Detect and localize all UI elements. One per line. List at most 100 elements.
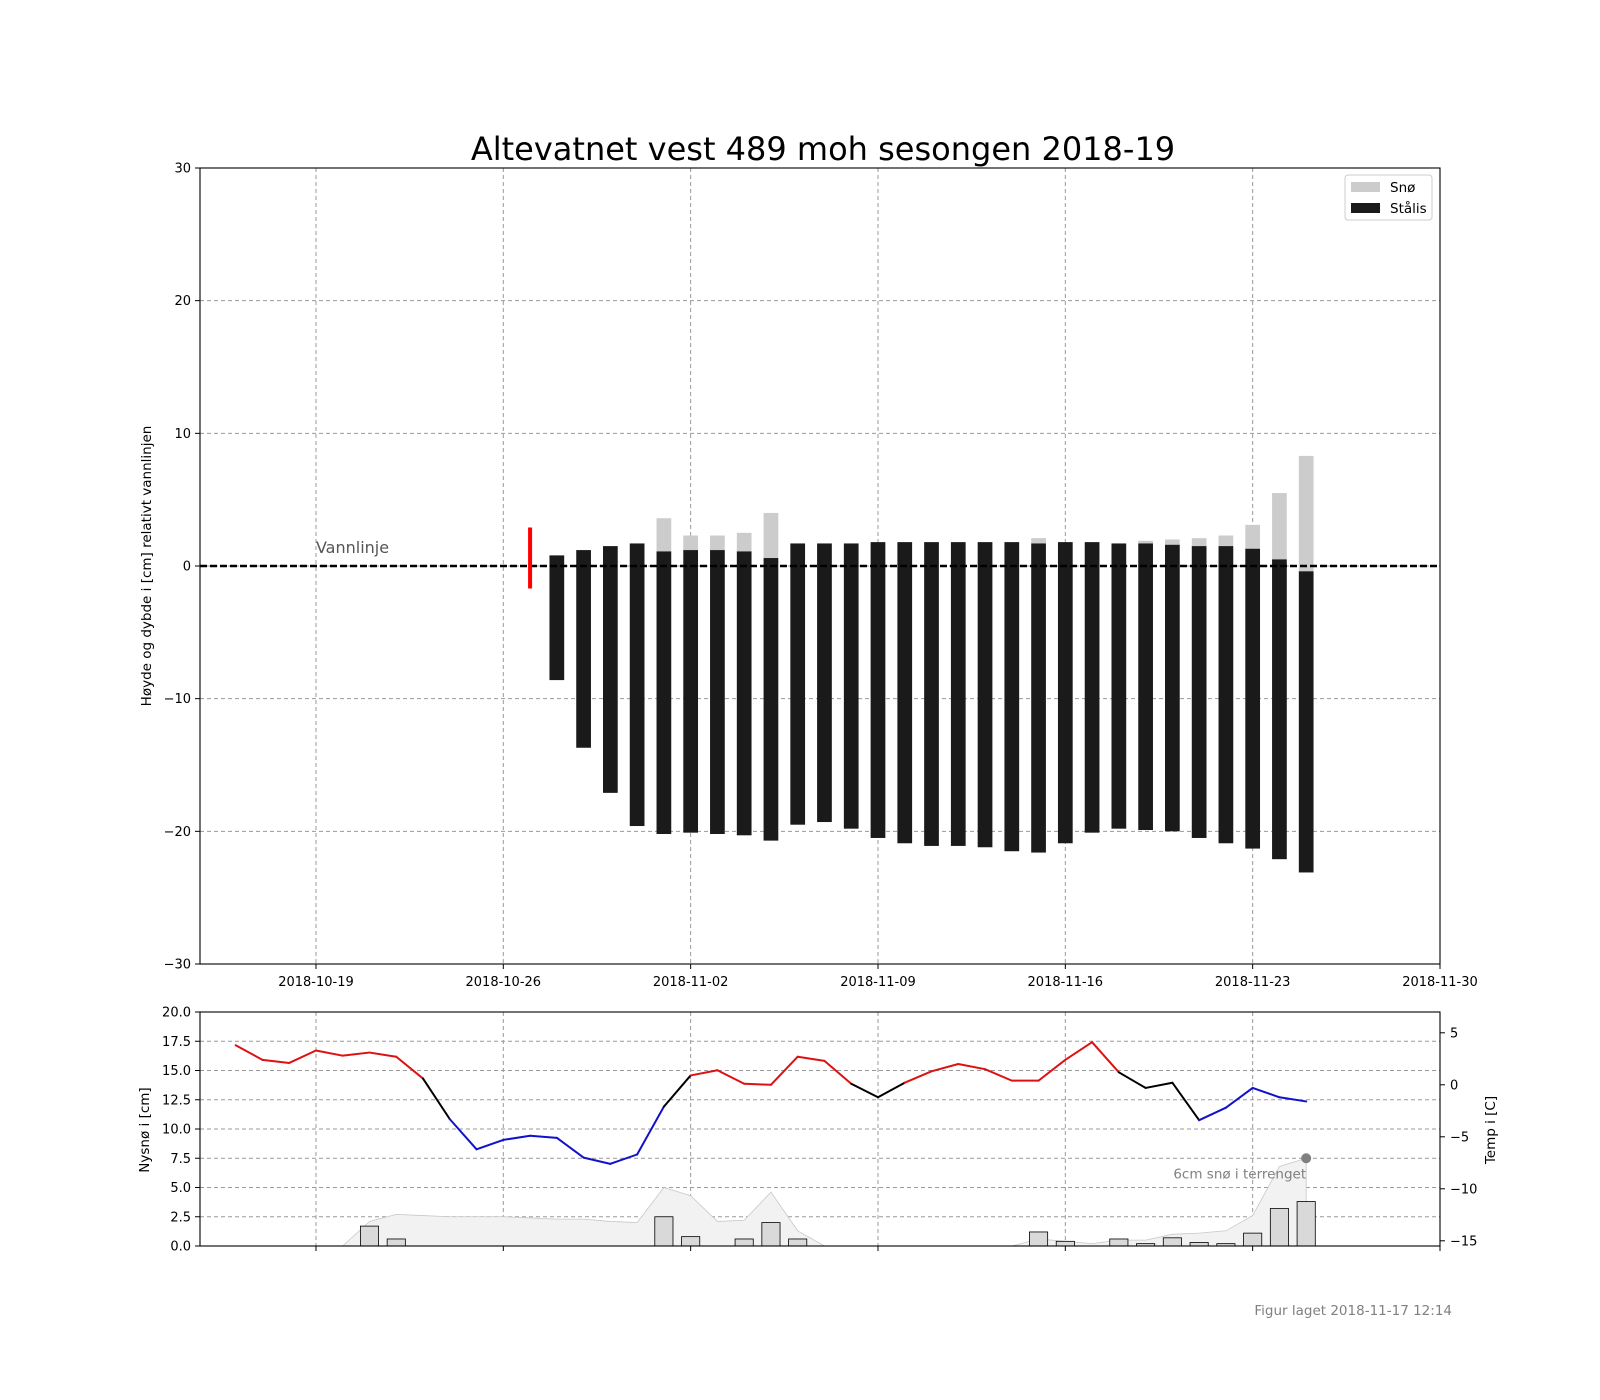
temp-segment-6 bbox=[395, 1055, 425, 1080]
snow-bar-4 bbox=[656, 518, 672, 552]
ice-bar-8 bbox=[763, 558, 779, 841]
temp-segment-10 bbox=[502, 1134, 532, 1141]
temp-segment-7 bbox=[422, 1077, 451, 1121]
ice-bar-18 bbox=[1031, 543, 1046, 853]
ice-bar-7 bbox=[736, 551, 752, 836]
bottom-y-ticks-right: −15 −10 −5 0 5 bbox=[1440, 1026, 1477, 1249]
temp-segment-14 bbox=[609, 1153, 639, 1165]
bottom-x-ticks bbox=[315, 1246, 1441, 1251]
temp-segment-1 bbox=[261, 1058, 291, 1064]
temp-segment-18 bbox=[716, 1069, 746, 1085]
bottom-ytick-right-label-0: −15 bbox=[1450, 1234, 1477, 1249]
snow-bar-25 bbox=[1218, 535, 1234, 547]
snow-annotation-label: 6cm snø i terrenget bbox=[1173, 1166, 1306, 1182]
temp-segment-31 bbox=[1064, 1041, 1094, 1061]
snow-annotation: 6cm snø i terrenget bbox=[1173, 1153, 1312, 1182]
temp-segment-13 bbox=[582, 1156, 612, 1165]
ice-bar-6 bbox=[710, 550, 725, 834]
ice-bar-5 bbox=[683, 550, 699, 833]
new-snow-bars bbox=[359, 1201, 1316, 1247]
top-ytick-label-0: −30 bbox=[164, 958, 191, 973]
legend-swatch-snow bbox=[1351, 182, 1380, 192]
weather-chart: 6cm snø i terrenget 0.0 2.5 5.0 7.5 10.0 12.5… bbox=[137, 1006, 1499, 1255]
snow-bar-23 bbox=[1165, 539, 1180, 545]
bottom-gridlines bbox=[200, 1012, 1441, 1246]
chart-title: Altevatnet vest 489 moh sesongen 2018-19 bbox=[471, 130, 1175, 168]
bottom-ytick-label-4: 10.0 bbox=[162, 1123, 191, 1138]
temp-segment-15 bbox=[636, 1105, 665, 1156]
ice-bar-19 bbox=[1057, 542, 1073, 844]
temp-segment-28 bbox=[984, 1068, 1013, 1082]
top-xtick-label-1: 2018-10-26 bbox=[466, 975, 542, 990]
bottom-ytick-right-label-2: −5 bbox=[1450, 1130, 1469, 1145]
temp-segment-25 bbox=[903, 1070, 933, 1084]
new-snow-bar-15 bbox=[1269, 1208, 1289, 1247]
top-y-axis-label: Høyde og dybde i [cm] relativt vannlinje… bbox=[139, 426, 155, 707]
bottom-ytick-right-label-1: −10 bbox=[1450, 1182, 1477, 1197]
bottom-ytick-label-5: 12.5 bbox=[162, 1093, 191, 1108]
top-xtick-label-3: 2018-11-09 bbox=[840, 975, 916, 990]
temp-segment-3 bbox=[314, 1049, 344, 1057]
snow-depth-area bbox=[341, 1157, 1307, 1247]
top-xtick-label-0: 2018-10-19 bbox=[278, 975, 354, 990]
figure-footer: Figur laget 2018-11-17 12:14 bbox=[1254, 1303, 1452, 1319]
temp-segment-24 bbox=[876, 1081, 906, 1099]
top-ytick-label-5: 20 bbox=[174, 294, 191, 309]
temp-segment-20 bbox=[769, 1055, 799, 1086]
top-xtick-label-2: 2018-11-02 bbox=[653, 975, 729, 990]
legend: Snø Stålis bbox=[1344, 174, 1433, 221]
top-xtick-label-6: 2018-11-30 bbox=[1402, 975, 1478, 990]
new-snow-bar-9 bbox=[1109, 1238, 1129, 1247]
ice-bar-15 bbox=[950, 542, 966, 846]
new-snow-bar-7 bbox=[1029, 1231, 1049, 1247]
new-snow-bar-2 bbox=[654, 1216, 674, 1247]
temp-segment-12 bbox=[555, 1136, 585, 1159]
new-snow-bar-1 bbox=[386, 1238, 406, 1247]
bottom-y-axis-label: Nysnø i [cm] bbox=[137, 1087, 153, 1172]
waterline-label: Vannlinje bbox=[316, 538, 389, 557]
temp-segment-8 bbox=[448, 1118, 478, 1151]
top-xtick-label-4: 2018-11-16 bbox=[1028, 975, 1104, 990]
snow-bar-18 bbox=[1031, 538, 1046, 544]
snow-bar-5 bbox=[683, 535, 699, 551]
snow-bar-28 bbox=[1298, 455, 1314, 572]
temp-segment-23 bbox=[850, 1082, 879, 1099]
snow-depth-path bbox=[341, 1157, 1307, 1247]
temp-segment-30 bbox=[1037, 1058, 1067, 1082]
ice-bar-27 bbox=[1272, 559, 1287, 860]
bottom-ytick-label-3: 7.5 bbox=[170, 1152, 191, 1167]
snow-annotation-dot bbox=[1301, 1153, 1312, 1164]
bottom-ytick-label-1: 2.5 bbox=[170, 1210, 191, 1225]
temp-segment-2 bbox=[288, 1049, 317, 1064]
top-ytick-label-3: 0 bbox=[183, 560, 191, 575]
temp-segment-11 bbox=[529, 1134, 558, 1139]
bottom-ytick-label-7: 17.5 bbox=[162, 1035, 191, 1050]
top-ytick-label-1: −20 bbox=[164, 825, 191, 840]
temp-segment-32 bbox=[1091, 1041, 1120, 1074]
legend-label-ice: Stålis bbox=[1390, 200, 1427, 217]
temp-segment-0 bbox=[234, 1044, 264, 1061]
ice-bar-28 bbox=[1298, 571, 1314, 873]
new-snow-bar-4 bbox=[734, 1238, 754, 1247]
new-snow-bar-3 bbox=[681, 1236, 701, 1247]
ice-bar-9 bbox=[790, 543, 806, 825]
ice-bar-17 bbox=[1004, 542, 1020, 852]
snow-bar-24 bbox=[1191, 538, 1207, 547]
ice-bar-1 bbox=[576, 550, 591, 748]
ice-snow-bars bbox=[549, 455, 1314, 873]
bottom-ytick-label-6: 15.0 bbox=[162, 1064, 191, 1079]
snow-bar-27 bbox=[1272, 493, 1287, 560]
top-ytick-label-4: 10 bbox=[174, 427, 191, 442]
temp-segment-19 bbox=[743, 1082, 772, 1086]
bottom-ytick-right-label-4: 5 bbox=[1450, 1026, 1458, 1041]
snow-bar-8 bbox=[763, 512, 779, 559]
temp-segment-9 bbox=[475, 1138, 505, 1151]
temp-segment-35 bbox=[1171, 1081, 1201, 1122]
ice-bar-24 bbox=[1191, 546, 1207, 838]
ice-bar-20 bbox=[1084, 542, 1100, 833]
new-snow-bar-8 bbox=[1055, 1240, 1075, 1247]
snow-bar-6 bbox=[710, 535, 725, 551]
top-x-ticks: 2018-10-19 2018-10-26 2018-11-02 2018-11-09… bbox=[278, 964, 1478, 990]
